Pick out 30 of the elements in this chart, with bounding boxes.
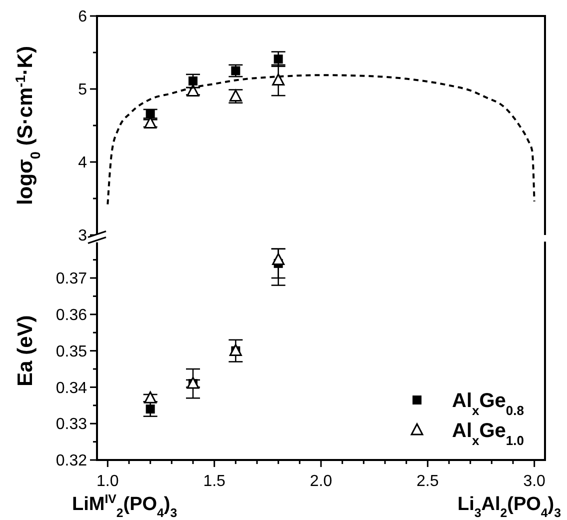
y-axis-title: Ea (eV) [14, 315, 37, 386]
line-series [106, 74, 536, 206]
y-tick-label: 0.35 [56, 343, 88, 360]
point [272, 253, 285, 266]
y-tick-label: 6 [78, 8, 88, 26]
legend-label: Al$_{x}$Ge$_{1.0}$ [452, 420, 524, 448]
point [146, 109, 155, 118]
text: LiM$^{IV}$$_{2}$(PO$_{4}$)$_{3}$ [72, 492, 178, 520]
point [272, 73, 285, 86]
y-tick-label: 3 [78, 228, 88, 245]
x-tick-label: 3.0 [523, 473, 546, 490]
point [231, 66, 240, 76]
point [274, 54, 283, 64]
point [144, 391, 157, 404]
y-tick-label: 5 [78, 82, 88, 99]
text: Li$_{3}$Al$_{2}$(PO$_{4}$)$_{3}$ [458, 494, 562, 520]
legend-label: Al$_{x}$Ge$_{0.8}$ [452, 390, 524, 418]
y-tick-label: 4 [78, 154, 88, 172]
point [188, 76, 198, 86]
x-tick-label: 1.0 [96, 473, 119, 490]
y-tick-label: 0.34 [56, 380, 88, 397]
y-tick-label: 0.37 [56, 270, 88, 288]
point [186, 84, 200, 96]
x-tick-label: 2.5 [416, 473, 439, 490]
point [146, 404, 155, 414]
x-tick-label: 2.0 [310, 473, 332, 490]
x-tick-label: 1.5 [203, 473, 226, 490]
y-tick-label: 0.36 [56, 307, 88, 324]
y-tick-label: 0.33 [56, 416, 88, 434]
y-tick-label: 0.32 [56, 452, 88, 470]
